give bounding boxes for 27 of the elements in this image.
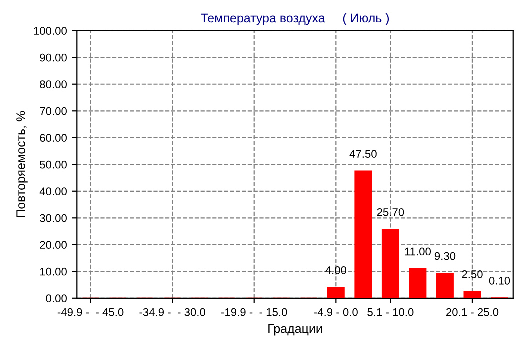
x-tick-label: -34.9 - - 30.0 [140,308,206,316]
y-tick-label: 40.00 [40,188,67,196]
y-tick-label: 0.00 [46,294,67,303]
x-tick-label: -4.9 - 0.0 [314,308,358,316]
y-tick-label: 30.00 [40,214,67,222]
y-tick-label: 70.00 [40,107,67,116]
y-tick-label: 100.00 [34,27,67,36]
x-tick-label: 5.1 - 10.0 [368,308,414,316]
y-tick-label: 90.00 [40,54,67,62]
data-label: 4.00 [326,266,347,274]
data-label: 2.50 [462,270,483,278]
y-tick-label: 80.00 [40,80,67,89]
y-tick-label: 20.00 [40,241,67,250]
x-tick-label: -19.9 - - 15.0 [222,308,288,316]
y-axis-title: Повторяемость, % [16,111,28,218]
y-tick-label: 60.00 [40,134,67,142]
data-label: 0.10 [489,276,510,285]
data-label: 47.50 [350,150,377,158]
x-tick-label: 20.1 - 25.0 [446,308,499,316]
data-label: 11.00 [405,248,432,256]
x-axis-title: Градации [268,324,322,336]
data-label: 25.70 [377,208,404,216]
data-label: 9.30 [434,252,456,260]
chart-title: Температура воздуха ( Июль ) [201,13,390,26]
y-tick-label: 50.00 [40,160,67,169]
x-tick-label: -49.9 - - 45.0 [58,308,124,316]
y-tick-label: 10.00 [40,268,67,276]
